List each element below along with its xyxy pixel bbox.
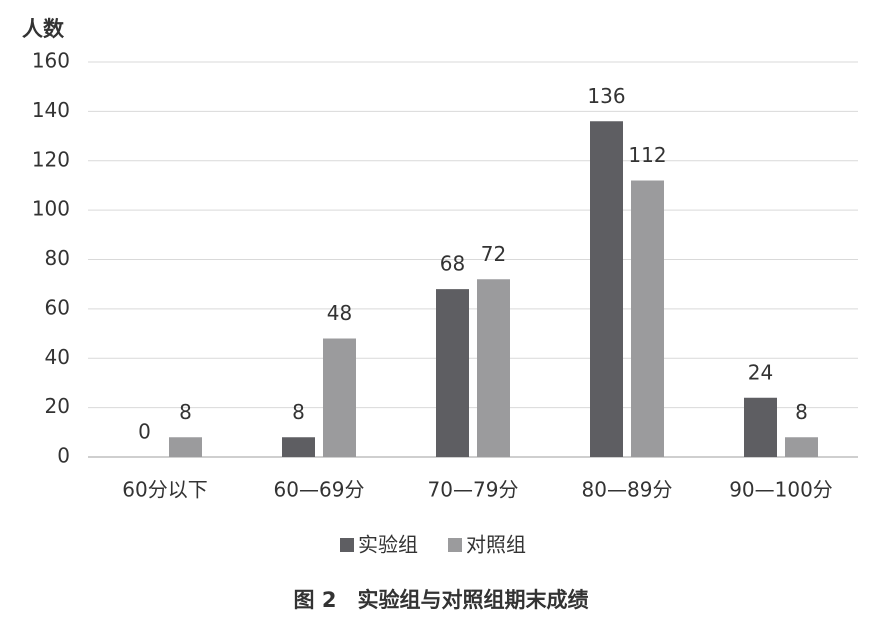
data-label: 0 [138, 420, 151, 444]
x-tick-label: 90—100分 [729, 478, 833, 502]
chart-title: 图 2 实验组与对照组期末成绩 [294, 588, 589, 612]
y-tick-label: 140 [32, 98, 70, 122]
bar [169, 437, 202, 457]
y-tick-label: 80 [45, 246, 70, 270]
bar [590, 121, 623, 457]
y-tick-label: 20 [45, 394, 70, 418]
x-tick-label: 60—69分 [274, 478, 365, 502]
data-label: 136 [587, 84, 625, 108]
legend-label: 对照组 [466, 533, 526, 557]
data-label: 72 [481, 242, 506, 266]
bar [477, 279, 510, 457]
bar [282, 437, 315, 457]
y-axis-label: 人数 [22, 17, 65, 41]
y-tick-label: 40 [45, 345, 70, 369]
y-tick-label: 160 [32, 49, 70, 73]
bar [785, 437, 818, 457]
bar [436, 289, 469, 457]
y-tick-label: 60 [45, 295, 70, 319]
legend-label: 实验组 [358, 533, 418, 557]
legend-swatch [448, 538, 462, 552]
data-label: 112 [628, 143, 666, 167]
x-tick-label: 60分以下 [122, 478, 207, 502]
data-label: 8 [292, 400, 305, 424]
bar [631, 180, 664, 457]
data-label: 48 [327, 301, 352, 325]
x-tick-label: 70—79分 [428, 478, 519, 502]
legend-swatch [340, 538, 354, 552]
bar [744, 397, 777, 457]
y-tick-label: 100 [32, 197, 70, 221]
y-tick-label: 120 [32, 147, 70, 171]
bar [323, 338, 356, 457]
x-tick-label: 80—89分 [582, 478, 673, 502]
data-label: 24 [748, 360, 773, 384]
y-tick-label: 0 [57, 444, 70, 468]
data-label: 68 [440, 252, 465, 276]
data-label: 8 [795, 400, 808, 424]
data-label: 8 [179, 400, 192, 424]
